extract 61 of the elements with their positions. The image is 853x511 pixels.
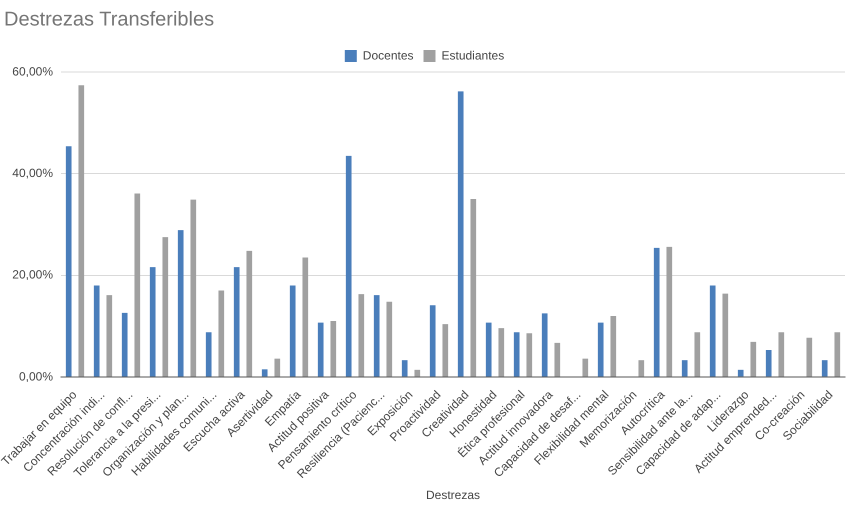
bar <box>822 360 828 376</box>
bar <box>122 312 128 376</box>
bar <box>262 369 268 376</box>
bar <box>834 332 840 376</box>
bar <box>414 370 420 376</box>
bar <box>358 294 364 376</box>
bar <box>274 358 280 376</box>
bar <box>470 199 476 376</box>
bar <box>218 290 224 376</box>
bar <box>582 358 588 376</box>
bar <box>234 267 240 376</box>
bar <box>302 258 308 376</box>
x-axis-title: Destrezas <box>426 488 480 502</box>
bar <box>750 342 756 376</box>
bar <box>486 322 492 376</box>
bar <box>94 285 100 376</box>
bar <box>402 360 408 376</box>
bar <box>66 146 72 376</box>
legend-label: Docentes <box>362 48 414 62</box>
bar <box>150 267 156 376</box>
bar <box>526 333 532 376</box>
bar <box>710 285 716 376</box>
bar <box>638 360 644 376</box>
bar <box>598 322 604 376</box>
y-tick-label: 60,00% <box>12 64 54 78</box>
bar <box>778 332 784 376</box>
bar <box>178 230 184 376</box>
bar <box>106 295 112 376</box>
bar <box>290 285 296 376</box>
bar <box>318 322 324 376</box>
bar <box>206 332 212 376</box>
bar <box>442 324 448 376</box>
bar <box>498 328 504 376</box>
bar <box>514 332 520 376</box>
bar <box>134 193 140 376</box>
bar <box>386 302 392 376</box>
bar <box>542 313 548 376</box>
bar <box>694 332 700 376</box>
chart-title: Destrezas Transferibles <box>4 8 214 31</box>
bar <box>554 342 560 376</box>
bar <box>330 321 336 376</box>
bar <box>766 350 772 376</box>
y-tick-label: 0,00% <box>18 369 54 384</box>
bar <box>722 294 728 376</box>
legend-label: Estudiantes <box>441 48 504 62</box>
bar <box>682 360 688 376</box>
bar <box>346 156 352 376</box>
bar <box>162 237 168 376</box>
bar <box>610 316 616 376</box>
y-tick-label: 20,00% <box>12 268 54 282</box>
bar <box>430 305 436 376</box>
bar <box>78 85 84 376</box>
bar <box>654 248 660 376</box>
y-tick-label: 40,00% <box>12 166 54 180</box>
bar <box>246 250 252 376</box>
bar <box>738 370 744 376</box>
bar <box>190 200 196 376</box>
bar <box>374 295 380 376</box>
bar <box>806 338 812 376</box>
bar <box>666 246 672 376</box>
bar <box>458 91 464 376</box>
